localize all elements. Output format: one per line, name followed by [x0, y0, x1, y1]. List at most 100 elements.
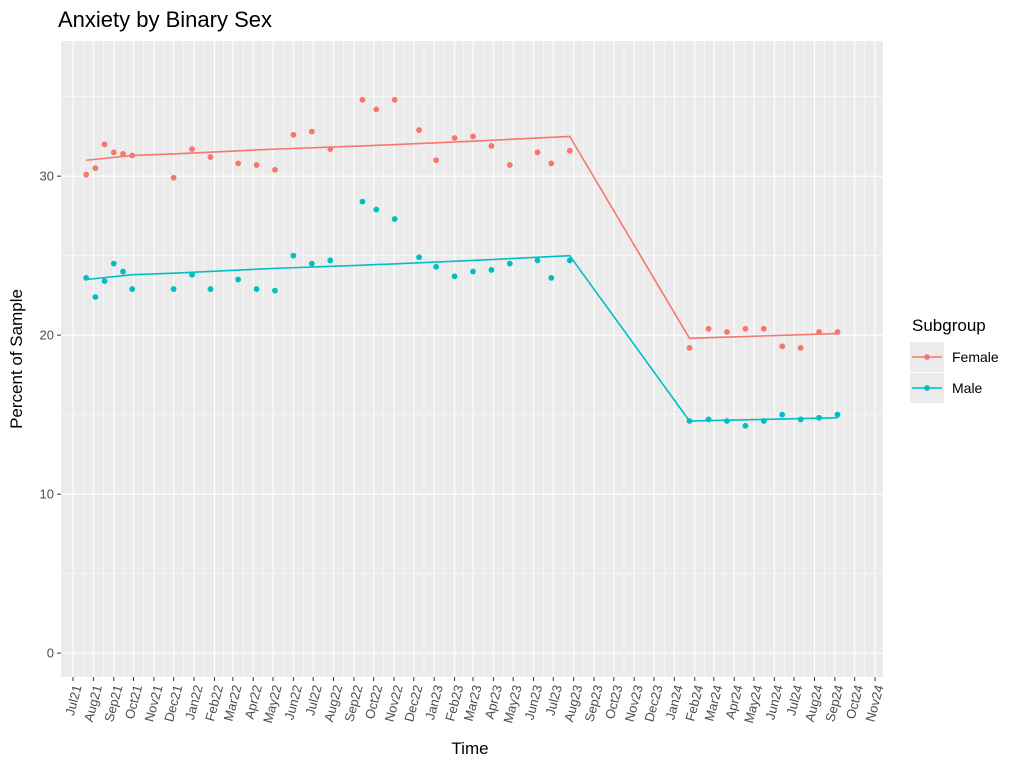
- point-male: [488, 267, 495, 273]
- point-male: [566, 257, 573, 264]
- x-tick-label: Jun23: [522, 683, 546, 721]
- point-female: [170, 174, 177, 181]
- point-male: [391, 216, 398, 222]
- legend-key-point: [924, 385, 930, 391]
- x-tick-label: Jul22: [302, 683, 325, 717]
- gridlines: [61, 41, 883, 677]
- point-male: [470, 268, 476, 275]
- point-female: [373, 106, 380, 113]
- point-male: [129, 286, 136, 292]
- point-male: [816, 414, 822, 421]
- point-female: [92, 165, 99, 172]
- point-female: [724, 329, 730, 335]
- point-male: [451, 273, 458, 280]
- y-tick-label: 20: [40, 328, 54, 343]
- point-female: [451, 135, 458, 141]
- data-points: [83, 96, 841, 429]
- point-male: [207, 286, 214, 292]
- legend-label-female: Female: [952, 349, 999, 365]
- point-female: [433, 157, 440, 164]
- point-male: [373, 206, 380, 213]
- point-female: [253, 162, 260, 168]
- point-female: [83, 171, 90, 178]
- point-female: [548, 160, 555, 167]
- x-tick-label: Jul24: [783, 683, 806, 717]
- trend-line-male: [86, 254, 838, 422]
- legend-key-point: [924, 354, 930, 360]
- point-male: [760, 418, 767, 424]
- legend: Subgroup Female Male: [910, 316, 999, 403]
- point-male: [189, 271, 195, 278]
- point-female: [290, 131, 297, 138]
- x-axis-title: Time: [451, 739, 488, 758]
- point-male: [506, 260, 513, 267]
- point-male: [272, 287, 278, 294]
- x-tick-label: Jul23: [542, 683, 565, 717]
- point-male: [433, 263, 440, 270]
- point-male: [110, 260, 117, 267]
- point-female: [272, 166, 278, 173]
- point-female: [779, 343, 786, 350]
- x-tick-label: Nov24: [862, 683, 886, 723]
- y-tick-label: 10: [40, 487, 54, 502]
- point-female: [566, 147, 573, 154]
- y-axis: 0 10 20 30: [40, 169, 61, 661]
- point-female: [101, 141, 108, 148]
- trend-line-female: [86, 135, 838, 340]
- legend-title: Subgroup: [912, 316, 986, 335]
- point-female: [129, 152, 136, 159]
- point-female: [816, 329, 822, 335]
- point-female: [207, 154, 214, 160]
- point-male: [253, 286, 260, 292]
- legend-label-male: Male: [952, 380, 983, 396]
- point-male: [235, 276, 242, 283]
- point-male: [359, 198, 366, 205]
- point-male: [797, 416, 804, 423]
- point-female: [416, 127, 422, 133]
- point-female: [110, 149, 117, 156]
- point-male: [92, 294, 99, 300]
- point-female: [834, 329, 841, 335]
- point-female: [760, 325, 767, 332]
- y-tick-label: 0: [47, 646, 54, 661]
- point-male: [327, 257, 334, 264]
- point-female: [327, 146, 334, 153]
- x-axis: Jul21Aug21Sep21Oct21Nov21Dec21Jan22Feb22…: [62, 677, 887, 725]
- point-male: [534, 257, 541, 264]
- point-female: [705, 325, 712, 332]
- x-tick-label: Jun24: [762, 683, 786, 721]
- point-female: [686, 344, 693, 351]
- point-male: [686, 418, 693, 424]
- point-male: [170, 286, 177, 292]
- trend-lines: [86, 135, 838, 422]
- point-female: [797, 344, 804, 351]
- point-female: [742, 325, 749, 332]
- point-male: [705, 416, 712, 423]
- point-male: [742, 422, 749, 429]
- point-female: [488, 143, 495, 149]
- y-tick-label: 30: [40, 169, 54, 184]
- point-female: [189, 146, 195, 153]
- x-tick-label: Jul21: [62, 683, 85, 717]
- point-male: [724, 418, 730, 424]
- point-male: [101, 278, 108, 284]
- point-female: [470, 133, 476, 140]
- plot-panel: [61, 41, 883, 677]
- point-female: [308, 128, 315, 135]
- point-male: [548, 275, 555, 281]
- point-male: [779, 411, 786, 418]
- point-male: [416, 254, 422, 261]
- point-male: [290, 252, 297, 259]
- point-female: [359, 96, 366, 103]
- y-axis-title: Percent of Sample: [7, 289, 26, 429]
- x-tick-label: Jun22: [281, 683, 305, 721]
- point-female: [391, 96, 398, 103]
- point-male: [120, 268, 126, 275]
- point-female: [534, 149, 541, 156]
- point-female: [235, 160, 242, 167]
- point-female: [506, 162, 513, 168]
- chart-title: Anxiety by Binary Sex: [58, 7, 272, 32]
- point-male: [834, 411, 841, 418]
- point-male: [83, 275, 90, 281]
